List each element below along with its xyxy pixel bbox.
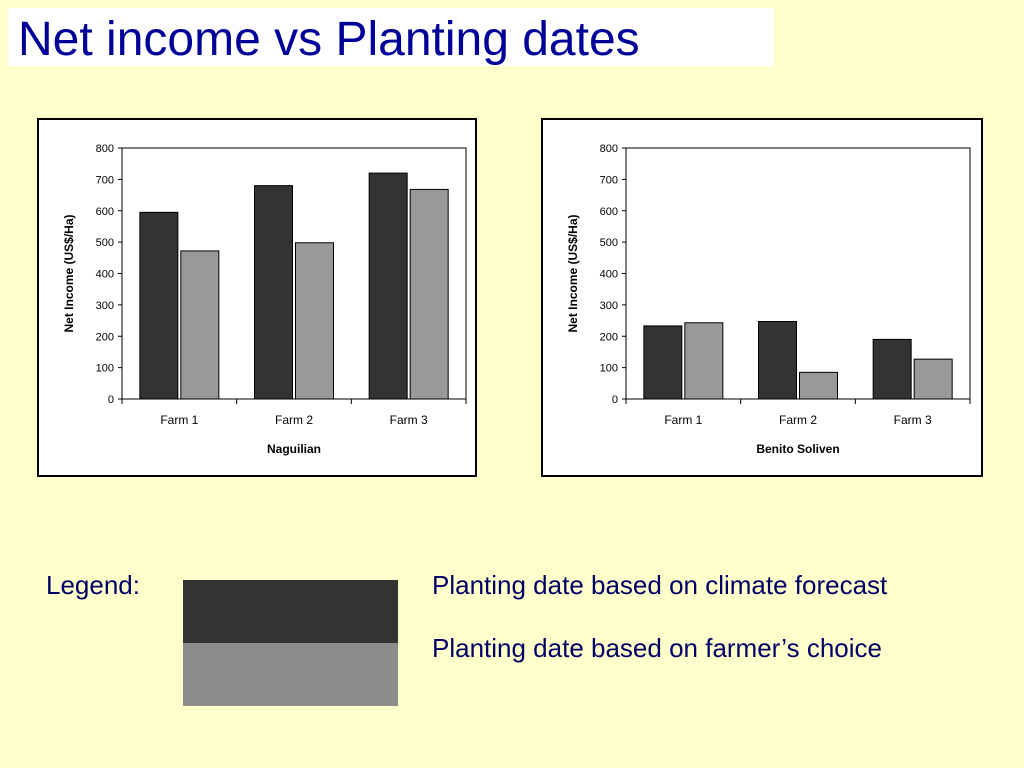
y-tick-label: 100 [600,363,618,375]
bar-farmer-2 [295,242,334,400]
bar-farmer-1 [684,322,724,400]
bar-forecast-3 [368,172,408,400]
bar-farmer-3 [913,358,953,400]
bar-forecast-1 [643,325,683,400]
legend-label: Legend: [46,570,140,600]
bar-farmer-2 [799,371,838,400]
y-tick-label: 400 [600,269,618,281]
y-tick-label: 500 [96,237,114,249]
y-tick-label: 600 [600,206,618,218]
bar-farmer-3 [409,188,449,400]
plot-area [121,147,467,400]
slide-title: Net income vs Planting dates [18,13,640,66]
y-tick-label: 500 [600,237,618,249]
bar-forecast-2 [758,321,797,400]
y-tick-label: 800 [96,143,114,155]
chart-benito-soliven: 800 700 600 500 400 300 200 100 0 Farm 1 Farm 2 Far… [541,118,983,477]
y-tick-label: 100 [96,363,114,375]
y-tick-label: 400 [96,269,114,281]
y-tick-label: 700 [96,174,114,186]
title-box: Net income vs Planting dates [8,8,774,66]
x-category-label: Farm 1 [160,413,198,427]
chart-benito-soliven-svg: 800 700 600 500 400 300 200 100 0 Farm 1 Farm 2 Far… [566,143,971,456]
y-tick-label: 800 [600,143,618,155]
y-tick-label: 0 [108,394,114,406]
bar-forecast-3 [872,338,912,400]
x-axis-title: Naguilian [267,442,321,456]
bar-forecast-1 [139,211,179,400]
x-category-label: Farm 2 [275,413,313,427]
x-axis-title: Benito Soliven [756,442,839,456]
y-tick-label: 200 [96,331,114,343]
x-category-label: Farm 1 [664,413,702,427]
bar-forecast-2 [254,185,293,400]
legend-text-forecast: Planting date based on climate forecast [432,570,888,600]
plot-area [625,147,971,400]
y-axis-title: Net Income (US$/Ha) [62,214,76,332]
legend-swatch-forecast [183,580,398,643]
y-tick-label: 0 [612,394,618,406]
legend-swatch-farmer [183,643,398,706]
chart-naguilian: 800 700 600 500 400 300 200 100 0 Farm 1 Farm 2 Far… [37,118,477,477]
x-category-label: Farm 3 [390,413,428,427]
legend-text-farmer: Planting date based on farmer’s choice [432,633,882,663]
y-tick-label: 600 [96,206,114,218]
y-tick-label: 300 [600,300,618,312]
y-tick-label: 300 [96,300,114,312]
y-tick-label: 700 [600,174,618,186]
bar-farmer-1 [180,250,220,400]
x-category-label: Farm 2 [779,413,817,427]
y-axis-title: Net Income (US$/Ha) [566,214,580,332]
x-category-label: Farm 3 [894,413,932,427]
chart-naguilian-svg: 800 700 600 500 400 300 200 100 0 Farm 1 Farm 2 Far… [62,143,467,456]
y-tick-label: 200 [600,331,618,343]
